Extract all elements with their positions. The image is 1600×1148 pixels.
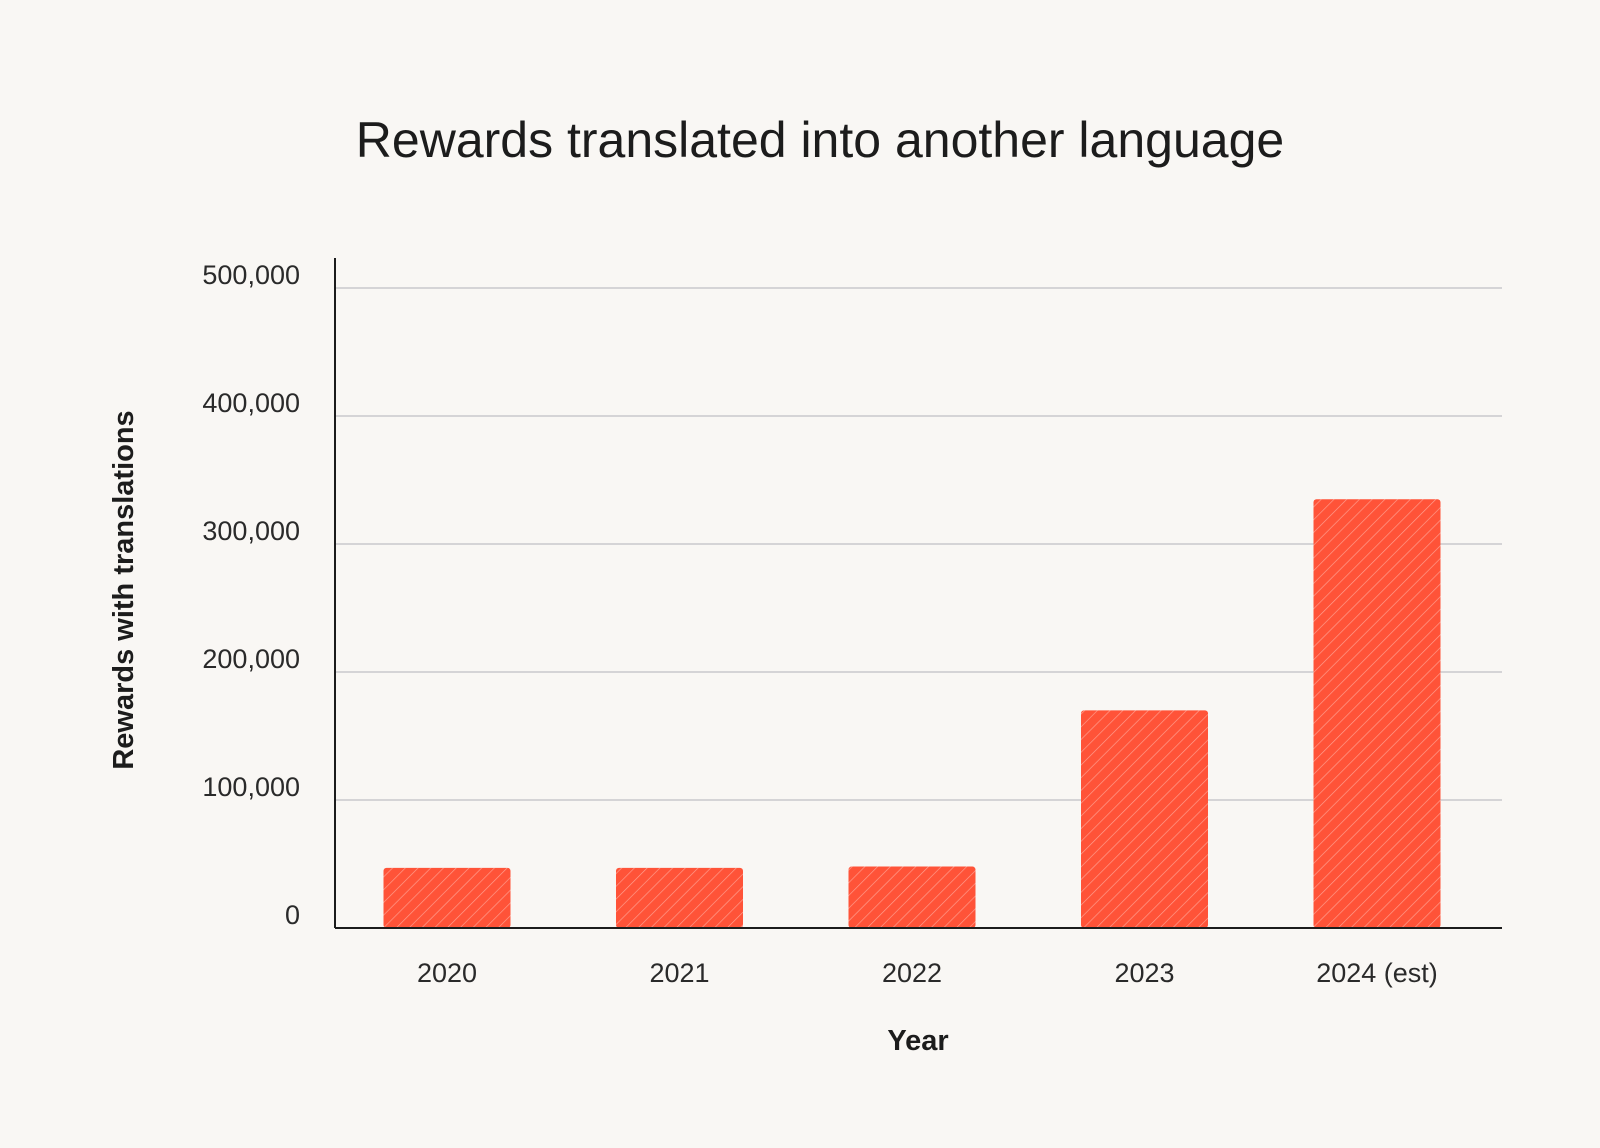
y-axis-title: Rewards with translations [108, 410, 140, 769]
x-tick-label: 2024 (est) [1316, 958, 1438, 988]
bars [383, 499, 1441, 928]
y-tick-label: 100,000 [202, 772, 300, 802]
y-tick-label: 400,000 [202, 388, 300, 418]
bar [1313, 499, 1441, 928]
gridlines [335, 287, 1502, 801]
axes [334, 258, 1502, 929]
y-tick-label: 300,000 [202, 516, 300, 546]
y-tick-label: 500,000 [202, 260, 300, 290]
x-axis-title: Year [887, 1025, 948, 1057]
bar-texture [1081, 710, 1208, 928]
bar-texture [616, 867, 743, 928]
x-tick-label: 2022 [882, 958, 942, 988]
y-tick-label: 0 [285, 900, 300, 930]
bar [616, 867, 743, 928]
x-tick-label: 2020 [417, 958, 477, 988]
x-tick-labels: 2020 2021 2022 2023 2024 (est) [417, 958, 1438, 988]
bar-texture [383, 867, 511, 928]
x-tick-label: 2023 [1114, 958, 1174, 988]
chart-title: Rewards translated into another language [356, 112, 1284, 168]
bar-texture [1313, 499, 1441, 928]
bar [1081, 710, 1208, 928]
x-tick-label: 2021 [649, 958, 709, 988]
bar [383, 867, 511, 928]
bar-texture [848, 866, 976, 928]
y-tick-label: 200,000 [202, 644, 300, 674]
y-tick-labels: 0 100,000 200,000 300,000 400,000 500,000 [202, 260, 300, 930]
bar [848, 866, 976, 928]
